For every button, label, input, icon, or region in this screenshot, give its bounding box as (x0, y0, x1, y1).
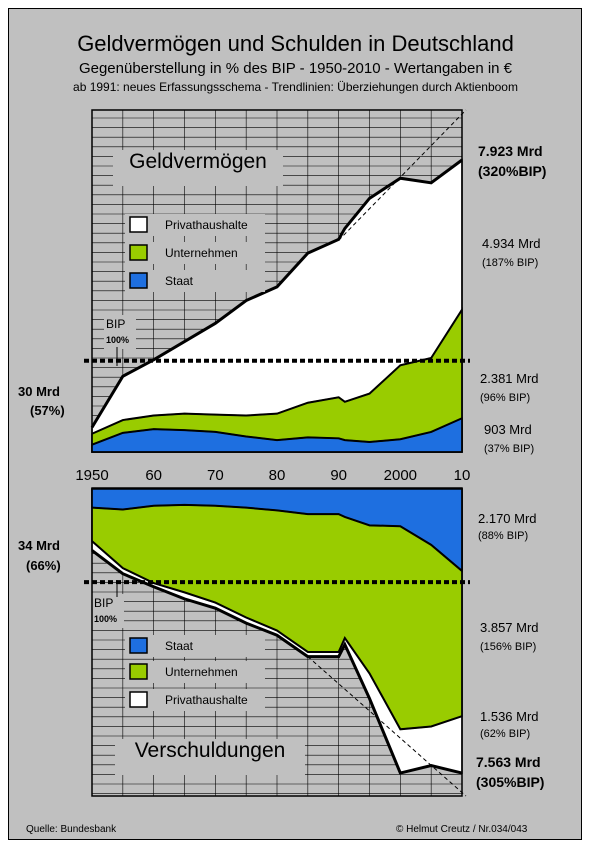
legend-swatch (129, 691, 148, 708)
right-label-value: 1.536 Mrd (480, 709, 539, 724)
line-privathaushalte (90, 158, 463, 429)
left-note-value: 30 Mrd (18, 384, 60, 399)
legend-bg (125, 689, 265, 711)
trend-line (307, 656, 467, 797)
legend-swatch (129, 216, 148, 233)
right-label-value: 4.934 Mrd (482, 236, 541, 251)
line-unternehmen (91, 540, 463, 731)
legend-bg (125, 270, 265, 292)
legend-swatch (129, 272, 148, 289)
legend-swatch (129, 637, 148, 654)
right-label-percent: (62% BIP) (480, 728, 530, 740)
x-tick-label: 1950 (75, 467, 108, 484)
legend-label: Privathaushalte (165, 218, 248, 232)
right-label-percent: (320%BIP) (478, 163, 546, 179)
trend-line (338, 109, 467, 241)
right-label-percent: (96% BIP) (480, 392, 530, 404)
x-tick-label: 70 (207, 467, 224, 484)
right-label-value: 2.170 Mrd (478, 511, 537, 526)
panel-title: Verschuldungen (135, 739, 286, 762)
panel-top (84, 109, 470, 453)
right-label-value: 3.857 Mrd (480, 620, 539, 635)
legend-label: Privathaushalte (165, 693, 248, 707)
legend-bg (125, 635, 265, 657)
right-label-percent: (88% BIP) (478, 530, 528, 542)
panel-bottom (84, 487, 470, 797)
plot-border (91, 109, 463, 453)
x-tick-label: 80 (269, 467, 286, 484)
legend-swatch (129, 663, 148, 680)
legend-label: Unternehmen (165, 246, 238, 260)
right-label-value: 7.923 Mrd (478, 143, 543, 159)
right-label-value: 903 Mrd (484, 422, 532, 437)
plot-border (91, 487, 463, 797)
x-tick-label: 10 (454, 467, 471, 484)
bip-label: BIP (94, 596, 113, 610)
credit-note: © Helmut Creutz / Nr.034/043 (396, 824, 528, 835)
bip-label-bg (104, 315, 136, 349)
chart-subtitle-note: ab 1991: neues Erfassungsschema - Trendl… (73, 80, 518, 94)
line-unternehmen (91, 309, 463, 435)
left-note-percent: (57%) (30, 403, 65, 418)
x-tick-label: 60 (145, 467, 162, 484)
left-note-value: 34 Mrd (18, 538, 60, 553)
legend-swatch (129, 244, 148, 261)
chart-title: Geldvermögen und Schulden in Deutschland (77, 31, 514, 56)
right-label-percent: (187% BIP) (482, 257, 538, 269)
right-label-percent: (156% BIP) (480, 641, 536, 653)
bip-percent: 100% (106, 335, 129, 345)
right-label-value: 7.563 Mrd (476, 754, 541, 770)
line-staat (91, 417, 463, 446)
legend-bg (125, 214, 265, 236)
legend-label: Unternehmen (165, 665, 238, 679)
line-privathaushalte (91, 549, 463, 775)
right-label-value: 2.381 Mrd (480, 371, 539, 386)
x-tick-label: 90 (330, 467, 347, 484)
legend-bg (125, 242, 265, 264)
x-tick-label: 2000 (384, 467, 417, 484)
legend-bg (125, 661, 265, 683)
chart-subtitle: Gegenüberstellung in % des BIP - 1950-20… (78, 60, 513, 77)
bip-label-bg (92, 594, 124, 628)
left-note-percent: (66%) (26, 558, 61, 573)
right-label-percent: (37% BIP) (484, 443, 534, 455)
bip-label: BIP (106, 317, 125, 331)
line-staat (91, 503, 463, 572)
bip-percent: 100% (94, 614, 117, 624)
panel-title-bg (113, 150, 283, 186)
source-note: Quelle: Bundesbank (26, 824, 117, 835)
right-label-percent: (305%BIP) (476, 774, 544, 790)
legend-label: Staat (165, 274, 194, 288)
legend-label: Staat (165, 639, 194, 653)
panel-title: Geldvermögen (129, 150, 267, 173)
panel-title-bg (115, 739, 305, 775)
